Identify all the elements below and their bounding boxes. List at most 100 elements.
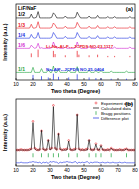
x-tick-label: 60 bbox=[98, 81, 104, 87]
reference-stick bbox=[78, 55, 79, 58]
series-line bbox=[16, 33, 135, 39]
reference-stick bbox=[97, 55, 98, 58]
reference-stick bbox=[55, 54, 56, 57]
reference-stick bbox=[111, 79, 112, 80]
x-tick-label: 10 bbox=[13, 81, 19, 87]
series-label: 1/2 bbox=[18, 11, 25, 17]
x-tick-label: 70 bbox=[115, 167, 121, 173]
series-line bbox=[16, 162, 135, 164]
reference-stick bbox=[107, 56, 108, 57]
reference-stick bbox=[58, 77, 59, 80]
bragg-tick bbox=[58, 153, 59, 157]
x-tick bbox=[67, 78, 68, 80]
legend-title: LiF/NaF bbox=[18, 5, 36, 11]
reference-stick bbox=[38, 50, 39, 58]
x-tick-label: 80 bbox=[132, 167, 138, 173]
reference-label: Li₃Na₃Al₂F₁₂-JCPDS NO.23-1117 bbox=[46, 44, 114, 49]
reference-stick bbox=[53, 51, 54, 57]
series-line bbox=[16, 22, 135, 28]
reference-stick bbox=[114, 56, 115, 57]
reference-label: Na₃AlF₆-JCPDS NO.25-0404 bbox=[46, 67, 105, 72]
bragg-tick bbox=[101, 153, 102, 157]
bragg-tick bbox=[126, 153, 127, 157]
plot-frame bbox=[16, 4, 135, 80]
reference-stick bbox=[33, 75, 34, 80]
reference-stick bbox=[95, 78, 96, 80]
x-tick-label: 10 bbox=[13, 167, 19, 173]
x-tick bbox=[118, 164, 119, 166]
reference-stick bbox=[68, 77, 69, 80]
legend-label: Difference plot bbox=[101, 116, 129, 121]
x-tick bbox=[101, 78, 102, 80]
plot-area bbox=[16, 12, 135, 80]
x-tick-label: 50 bbox=[81, 167, 87, 173]
x-tick bbox=[16, 78, 17, 80]
x-tick bbox=[135, 164, 136, 166]
bragg-tick bbox=[53, 153, 54, 157]
legend-swatch bbox=[93, 118, 99, 119]
series-line bbox=[16, 42, 135, 48]
bragg-tick bbox=[95, 153, 96, 157]
panel-label: (a) bbox=[126, 6, 133, 12]
reference-stick bbox=[53, 74, 54, 80]
reference-stick bbox=[77, 51, 78, 57]
x-tick bbox=[50, 78, 51, 80]
x-tick-label: 30 bbox=[47, 81, 53, 87]
x-tick-label: 20 bbox=[30, 81, 36, 87]
x-tick-label: 70 bbox=[115, 81, 121, 87]
bragg-tick bbox=[41, 153, 42, 157]
x-tick bbox=[33, 78, 34, 80]
x-tick-label: 40 bbox=[64, 167, 70, 173]
chart-1: 10 20 30 40 50 60 70 80 Two theta (Degree) Intens… bbox=[2, 99, 138, 180]
x-tick bbox=[50, 164, 51, 166]
x-tick bbox=[118, 78, 119, 80]
series-label: 1/1 bbox=[18, 66, 25, 72]
series-label: 1/6 bbox=[18, 42, 25, 48]
reference-stick bbox=[129, 56, 130, 57]
reference-stick bbox=[126, 79, 127, 80]
y-axis-label: Intensity (a.u.) bbox=[2, 23, 8, 60]
x-tick-label: 50 bbox=[81, 81, 87, 87]
legend: Experiment dataCalculated dataBragg posi… bbox=[93, 101, 133, 121]
x-tick bbox=[84, 78, 85, 80]
bragg-tick bbox=[111, 153, 112, 157]
series-line bbox=[16, 66, 135, 72]
series-line bbox=[16, 12, 135, 18]
x-tick-label: 40 bbox=[64, 81, 70, 87]
x-tick-label: 80 bbox=[132, 81, 138, 87]
reference-stick bbox=[31, 53, 32, 57]
bragg-tick bbox=[68, 153, 69, 157]
y-axis-label: Intensity (a.u.) bbox=[2, 114, 8, 151]
x-tick bbox=[101, 164, 102, 166]
series-label: 1/4 bbox=[18, 32, 25, 38]
x-axis-label: Two theta (Degree) bbox=[51, 174, 100, 180]
x-tick-label: 30 bbox=[47, 167, 53, 173]
bragg-tick bbox=[48, 153, 49, 157]
x-axis-label: Two theta (Degree) bbox=[51, 88, 100, 94]
bragg-tick bbox=[33, 153, 34, 157]
data-point bbox=[53, 104, 55, 106]
legend-swatch bbox=[96, 111, 97, 115]
reference-stick bbox=[48, 77, 49, 80]
x-tick-label: 20 bbox=[30, 167, 36, 173]
series-label: 1/3 bbox=[18, 22, 25, 28]
x-tick-label: 60 bbox=[98, 167, 104, 173]
reference-stick bbox=[89, 77, 90, 80]
series-line bbox=[16, 107, 135, 150]
reference-stick bbox=[77, 74, 78, 80]
reference-stick bbox=[89, 55, 90, 57]
reference-stick bbox=[65, 55, 66, 57]
bragg-tick bbox=[77, 153, 78, 157]
legend-swatch bbox=[93, 108, 99, 109]
data-point bbox=[32, 120, 34, 122]
x-tick bbox=[16, 164, 17, 166]
reference-stick bbox=[41, 76, 42, 80]
plot-area bbox=[16, 104, 135, 163]
reference-stick bbox=[101, 78, 102, 80]
figure: 10 20 30 40 50 60 70 80 Two theta (Degree) Intens… bbox=[0, 0, 139, 189]
bragg-tick bbox=[89, 153, 90, 157]
x-tick bbox=[67, 164, 68, 166]
x-tick bbox=[135, 78, 136, 80]
legend-swatch bbox=[95, 102, 97, 104]
x-tick bbox=[33, 164, 34, 166]
